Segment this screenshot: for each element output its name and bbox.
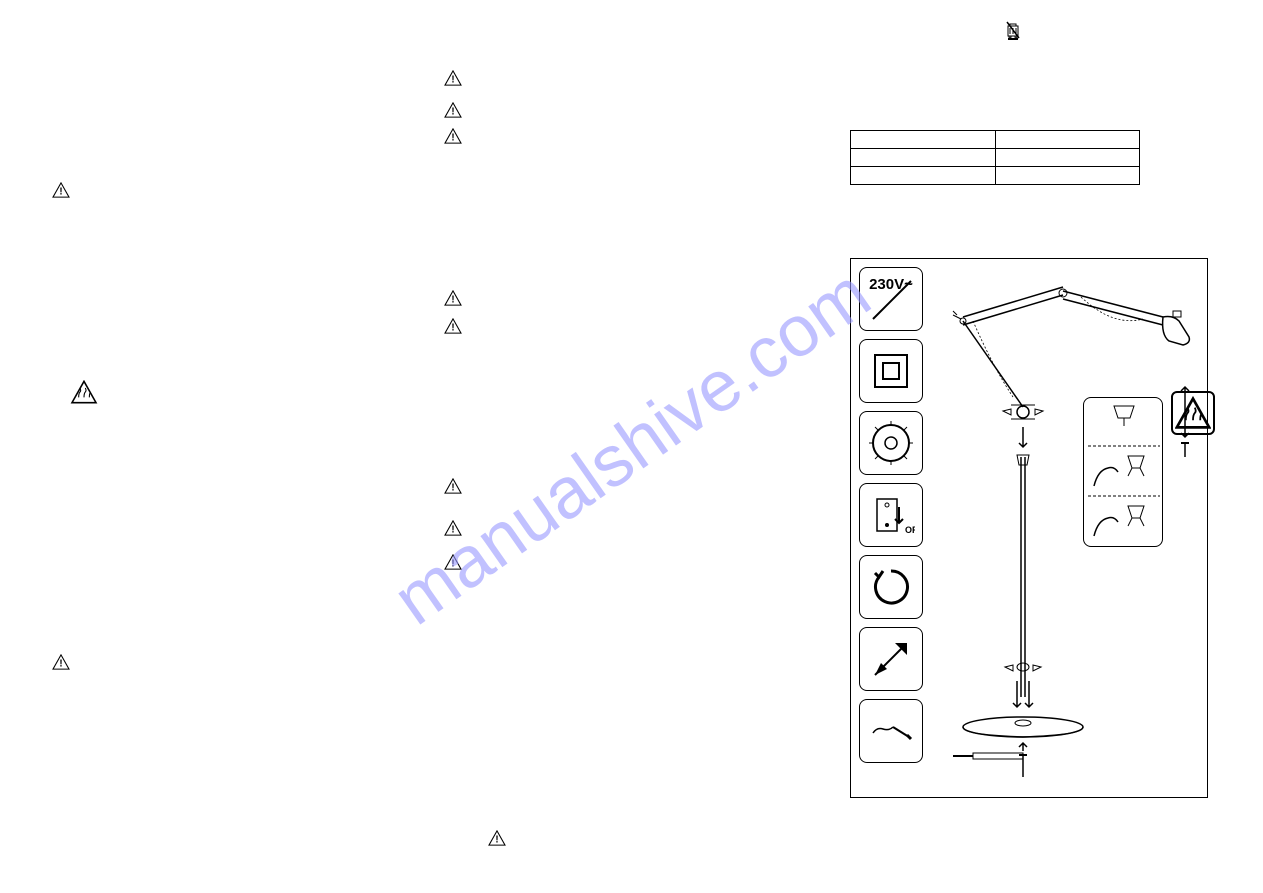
warning-icon: ! <box>52 654 70 670</box>
svg-text:!: ! <box>451 558 454 569</box>
switch-off-icon: OFF <box>859 483 923 547</box>
warning-icon: ! <box>52 182 70 198</box>
table-row <box>851 149 1140 167</box>
svg-text:!: ! <box>451 482 454 493</box>
svg-text:!: ! <box>451 524 454 535</box>
voltage-icon: 230V~ <box>859 267 923 331</box>
icon-legend-column: 230V~ OFF <box>859 267 923 771</box>
svg-text:!: ! <box>451 74 454 85</box>
hot-surface-icon <box>70 380 98 404</box>
warning-icon: ! <box>444 102 462 118</box>
warning-icon: ! <box>444 520 462 536</box>
svg-text:!: ! <box>451 294 454 305</box>
lamp-assembly-drawing <box>933 267 1201 791</box>
technical-data-table <box>850 130 1140 185</box>
warning-icon: ! <box>444 128 462 144</box>
svg-text:!: ! <box>451 132 454 143</box>
warning-icon: ! <box>444 554 462 570</box>
hot-surface-warning-inset <box>1171 391 1215 435</box>
svg-text:!: ! <box>451 322 454 333</box>
warning-icon: ! <box>444 478 462 494</box>
manual-page: manualshive.com ! ! ! ! ! ! ! ! ! ! ! <box>0 0 1263 893</box>
svg-text:!: ! <box>59 186 62 197</box>
svg-text:OFF: OFF <box>905 525 915 535</box>
warning-icon: ! <box>444 290 462 306</box>
svg-text:!: ! <box>495 834 498 845</box>
assembly-diagram: 230V~ OFF <box>850 258 1208 798</box>
screwdriver-icon <box>859 699 923 763</box>
table-row <box>851 167 1140 185</box>
weee-bin-icon <box>1005 20 1021 40</box>
class2-icon <box>859 339 923 403</box>
svg-text:!: ! <box>59 658 62 669</box>
warning-icon: ! <box>444 318 462 334</box>
watermark-text: manualshive.com <box>379 252 885 641</box>
svg-text:!: ! <box>451 106 454 117</box>
table-row <box>851 131 1140 149</box>
rotation-icon <box>859 555 923 619</box>
adjustment-inset <box>1083 397 1163 547</box>
warning-icon: ! <box>488 830 506 846</box>
bulb-type-icon <box>859 411 923 475</box>
warning-icon: ! <box>444 70 462 86</box>
adjust-arrow-icon <box>859 627 923 691</box>
